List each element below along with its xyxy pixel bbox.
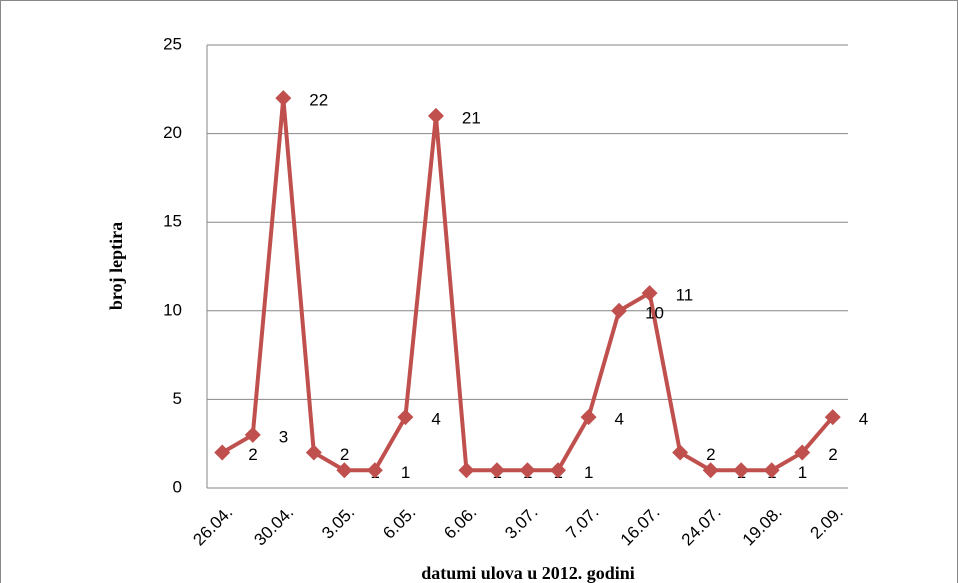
data-label: 2 xyxy=(828,445,837,464)
x-tick-label: 16.07. xyxy=(617,503,664,550)
data-label: 1 xyxy=(798,463,807,482)
data-label: 3 xyxy=(279,427,288,446)
y-tick-label: 10 xyxy=(163,300,182,319)
y-tick-label: 0 xyxy=(173,477,182,496)
marker xyxy=(336,462,353,479)
data-label: 2 xyxy=(248,445,257,464)
data-label: 22 xyxy=(309,91,328,110)
y-tick-label: 25 xyxy=(163,34,182,53)
marker xyxy=(488,462,505,479)
data-label: 21 xyxy=(462,108,481,127)
marker xyxy=(733,462,750,479)
marker xyxy=(275,90,292,107)
data-label: 4 xyxy=(431,410,440,429)
marker xyxy=(214,444,231,461)
x-tick-label: 19.08. xyxy=(739,503,786,550)
marker xyxy=(580,409,597,426)
marker xyxy=(763,462,780,479)
data-label: 4 xyxy=(615,410,624,429)
data-label: 1 xyxy=(401,463,410,482)
x-axis-label: datumi ulova u 2012. godini xyxy=(421,563,635,583)
y-tick-label: 20 xyxy=(163,123,182,142)
marker xyxy=(397,409,414,426)
marker xyxy=(641,285,658,302)
x-tick-label: 3.07. xyxy=(501,503,541,543)
marker xyxy=(611,302,628,319)
marker xyxy=(458,462,475,479)
marker xyxy=(550,462,567,479)
x-tick-label: 2.09. xyxy=(807,503,847,543)
data-label: 1 xyxy=(584,463,593,482)
y-axis-label: broj leptira xyxy=(106,222,126,310)
marker xyxy=(824,409,841,426)
x-tick-label: 24.07. xyxy=(678,503,725,550)
marker xyxy=(427,107,444,124)
x-tick-label: 6.05. xyxy=(379,503,419,543)
x-tick-label: 26.04. xyxy=(189,503,236,550)
x-tick-label: 7.07. xyxy=(562,503,602,543)
x-tick-label: 3.05. xyxy=(318,503,358,543)
y-tick-label: 15 xyxy=(163,212,182,231)
marker xyxy=(519,462,536,479)
marker xyxy=(305,444,322,461)
marker xyxy=(702,462,719,479)
line xyxy=(221,96,835,473)
x-tick-label: 6.06. xyxy=(440,503,480,543)
marker xyxy=(244,426,261,443)
data-label: 4 xyxy=(859,410,868,429)
data-label: 2 xyxy=(706,445,715,464)
marker xyxy=(794,444,811,461)
y-tick-label: 5 xyxy=(173,389,182,408)
marker xyxy=(366,462,383,479)
marker xyxy=(672,444,689,461)
data-label: 2 xyxy=(340,445,349,464)
data-label: 11 xyxy=(676,286,694,305)
x-tick-label: 30.04. xyxy=(250,503,297,550)
data-label: 10 xyxy=(645,303,664,322)
